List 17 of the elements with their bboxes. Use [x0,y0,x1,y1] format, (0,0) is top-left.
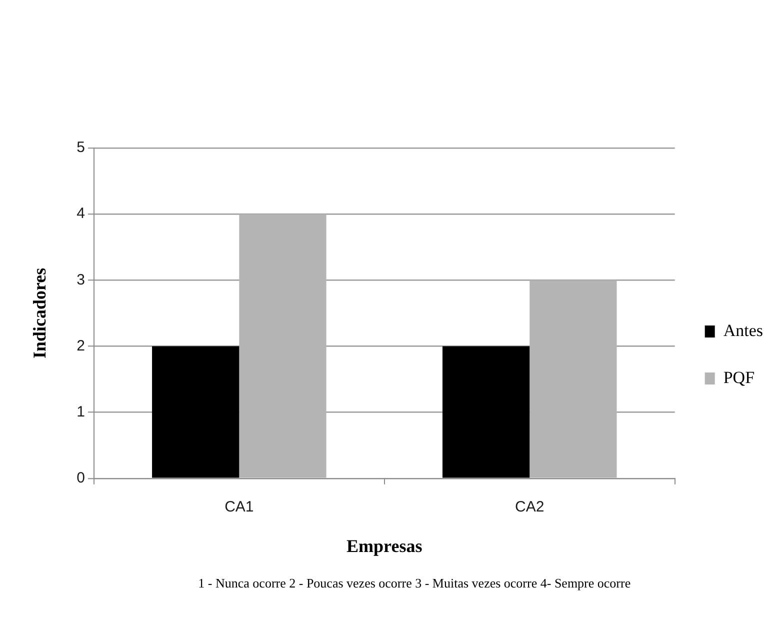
x-tick-label: CA2 [515,498,544,516]
bar [530,280,617,478]
x-axis-title: Empresas [346,536,422,556]
x-tick-label: CA1 [224,498,254,516]
y-tick-label: 5 [76,139,85,156]
legend-label: PQF [723,368,755,387]
y-tick-label: 0 [76,470,85,487]
bar [152,346,240,478]
bar [239,214,326,478]
y-tick-label: 1 [76,403,85,420]
y-tick-label: 4 [76,205,85,222]
y-tick-label: 3 [76,271,85,288]
y-tick-label: 2 [76,337,85,354]
bar [442,346,530,478]
y-axis-title: Indicadores [29,268,50,359]
legend-label: Antes [723,320,764,340]
text: 1 - Nunca ocorre 2 - Poucas vezes ocorre 3 - Muitas vezes ocorre 4- Sempre ocorre [198,575,631,590]
